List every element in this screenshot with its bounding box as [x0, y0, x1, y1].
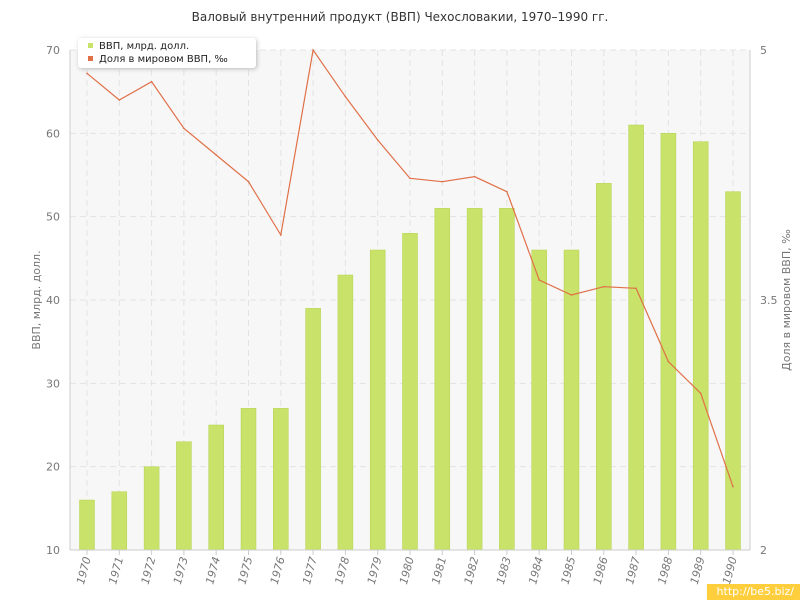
bar	[531, 249, 547, 551]
x-tick-label: 1977	[300, 555, 320, 585]
x-tick-label: 1987	[623, 555, 643, 585]
watermark-link[interactable]: http://be5.biz/	[706, 584, 800, 600]
line-point	[247, 180, 250, 183]
x-tick-label: 1990	[720, 555, 740, 585]
line-point	[86, 72, 88, 75]
bar	[660, 133, 677, 551]
line-point	[441, 180, 444, 183]
line-point	[538, 279, 540, 281]
line-point	[635, 287, 637, 290]
x-tick-label: 1971	[106, 555, 126, 585]
bar	[628, 124, 644, 551]
left-tick-label: 40	[46, 294, 60, 307]
left-tick-label: 10	[46, 544, 60, 557]
bar	[240, 408, 257, 551]
left-axis-ticks: 10 20 30 40 50 60 70	[46, 44, 60, 557]
bar	[208, 424, 224, 551]
x-tick-label: 1978	[332, 555, 352, 585]
line-point	[570, 294, 573, 296]
bar	[434, 208, 451, 551]
x-tick-label: 1973	[171, 555, 191, 585]
x-tick-label: 1979	[365, 555, 385, 585]
legend-swatch-gdp	[88, 43, 93, 48]
x-axis-ticks: 1970 1971 1972 1973 1974 1975 1976 1977 1978 1979…	[74, 550, 740, 586]
x-tick-label: 1975	[236, 555, 256, 585]
bar	[725, 191, 741, 551]
line-point	[667, 360, 670, 363]
line-point	[280, 234, 282, 236]
line-point	[473, 175, 476, 178]
x-tick-label: 1982	[462, 555, 482, 585]
left-tick-label: 70	[46, 44, 60, 57]
left-tick-label: 20	[46, 461, 60, 474]
right-tick-label: 3.5	[760, 294, 778, 307]
legend-label-gdp: ВВП, млрд. долл.	[99, 41, 190, 52]
chart-title: Валовый внутренний продукт (ВВП) Чехосло…	[191, 10, 609, 24]
bar	[111, 491, 128, 551]
line-point	[732, 485, 734, 488]
x-tick-label: 1983	[494, 555, 514, 585]
line-point	[603, 285, 605, 288]
x-tick-label: 1984	[526, 555, 546, 585]
bar	[402, 233, 418, 551]
legend-item-gdp: ВВП, млрд. долл.	[88, 40, 189, 53]
x-tick-label: 1972	[139, 555, 159, 585]
line-point	[376, 139, 379, 141]
bar	[143, 466, 160, 551]
line-point	[215, 154, 217, 156]
line-point	[409, 177, 411, 180]
line-point	[150, 80, 153, 83]
bar	[466, 208, 483, 551]
line-point	[344, 95, 347, 98]
legend-label-share: Доля в мировом ВВП, ‰	[99, 54, 228, 65]
y-axis-label-left: ВВП, млрд. долл.	[30, 250, 43, 349]
left-tick-label: 50	[46, 211, 60, 224]
x-tick-label: 1986	[591, 555, 611, 585]
line-point	[506, 190, 508, 193]
bar	[596, 183, 612, 551]
x-tick-label: 1988	[655, 555, 675, 585]
line-point	[183, 127, 185, 130]
bar	[369, 249, 386, 551]
left-tick-label: 60	[46, 127, 60, 140]
x-tick-label: 1970	[74, 555, 94, 585]
legend-item-share: Доля в мировом ВВП, ‰	[88, 53, 228, 66]
bar	[176, 441, 192, 551]
bar	[79, 499, 95, 551]
x-tick-label: 1974	[203, 555, 223, 585]
right-tick-label: 5	[760, 44, 767, 57]
legend-swatch-share	[88, 56, 93, 61]
legend: ВВП, млрд. долл. Доля в мировом ВВП, ‰	[78, 38, 256, 68]
bar	[305, 308, 321, 551]
x-tick-label: 1976	[268, 555, 288, 585]
bar	[337, 274, 354, 551]
right-axis-ticks: 23.55	[760, 44, 778, 557]
x-tick-label: 1980	[397, 555, 417, 585]
y-axis-label-right: Доля в мировом ВВП, ‰	[780, 229, 793, 371]
x-tick-label: 1985	[559, 555, 579, 585]
line-point	[118, 99, 121, 101]
bar-series	[79, 124, 741, 551]
line-point	[312, 49, 314, 51]
line-series	[86, 48, 734, 488]
x-tick-label: 1989	[688, 555, 708, 585]
line-point	[699, 392, 702, 395]
bar	[692, 141, 709, 551]
right-tick-label: 2	[760, 544, 767, 557]
left-tick-label: 30	[46, 377, 60, 390]
bar	[273, 408, 289, 551]
x-tick-label: 1981	[429, 555, 449, 585]
bar	[499, 208, 515, 551]
